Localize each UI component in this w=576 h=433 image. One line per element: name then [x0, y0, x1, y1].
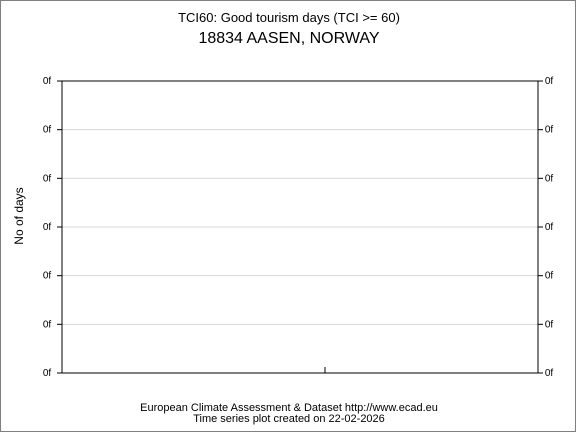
left-tick-labels: 0f 0f 0f 0f 0f 0f 0f	[43, 76, 52, 379]
y-tick-label-left: 0f	[43, 76, 52, 87]
y-tick-label-left: 0f	[43, 125, 52, 136]
y-tick-label-left: 0f	[43, 222, 52, 233]
footer-source: European Climate Assessment & Dataset ht…	[140, 402, 438, 414]
y-tick-label-right: 0f	[545, 222, 554, 233]
footer-created: Time series plot created on 22-02-2026	[193, 413, 385, 425]
chart-title: TCI60: Good tourism days (TCI >= 60)	[178, 10, 400, 25]
y-axis-label: No of days	[12, 187, 26, 244]
y-tick-label-right: 0f	[545, 271, 554, 282]
chart-subtitle: 18834 AASEN, NORWAY	[198, 30, 379, 47]
y-tick-label-right: 0f	[545, 125, 554, 136]
y-tick-label-right: 0f	[545, 76, 554, 87]
y-tick-label-right: 0f	[545, 319, 554, 330]
tick-marks	[57, 80, 543, 374]
right-tick-labels: 0f 0f 0f 0f 0f 0f 0f	[545, 76, 554, 379]
y-tick-label-left: 0f	[43, 368, 52, 379]
y-tick-label-left: 0f	[43, 173, 52, 184]
y-tick-label-left: 0f	[43, 319, 52, 330]
grid-lines	[62, 129, 538, 325]
y-tick-label-right: 0f	[545, 173, 554, 184]
y-tick-label-left: 0f	[43, 271, 52, 282]
y-tick-label-right: 0f	[545, 368, 554, 379]
plot-area	[61, 80, 539, 374]
